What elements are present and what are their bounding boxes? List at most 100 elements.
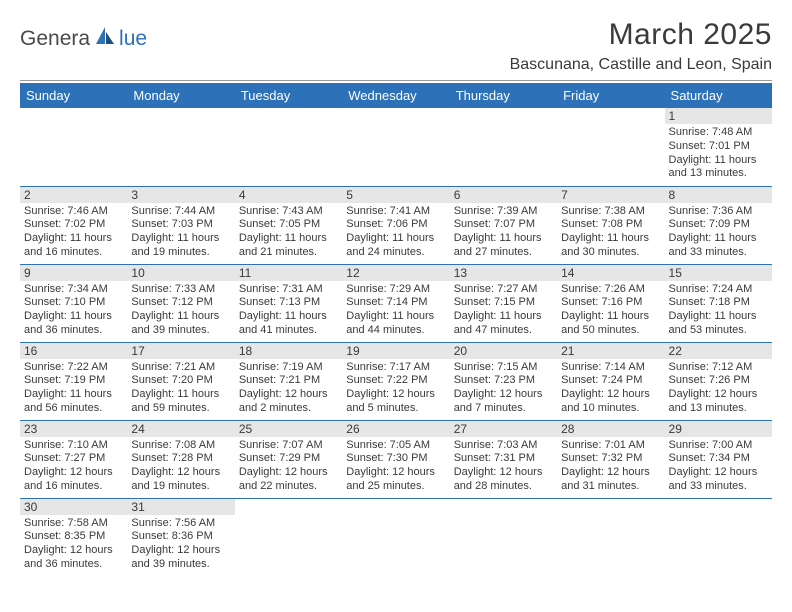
day-info: Sunrise: 7:29 AMSunset: 7:14 PMDaylight:… [342, 281, 449, 338]
calendar-cell: 6Sunrise: 7:39 AMSunset: 7:07 PMDaylight… [450, 186, 557, 264]
day-info: Sunrise: 7:00 AMSunset: 7:34 PMDaylight:… [665, 437, 772, 494]
day-number: 21 [557, 343, 664, 359]
calendar-cell: 22Sunrise: 7:12 AMSunset: 7:26 PMDayligh… [665, 342, 772, 420]
calendar-cell [450, 498, 557, 576]
calendar-row: 30Sunrise: 7:58 AMSunset: 8:35 PMDayligh… [20, 498, 772, 576]
day-info: Sunrise: 7:48 AMSunset: 7:01 PMDaylight:… [665, 124, 772, 181]
weekday-header-row: SundayMondayTuesdayWednesdayThursdayFrid… [20, 83, 772, 108]
day-number: 18 [235, 343, 342, 359]
day-info: Sunrise: 7:33 AMSunset: 7:12 PMDaylight:… [127, 281, 234, 338]
calendar-row: 2Sunrise: 7:46 AMSunset: 7:02 PMDaylight… [20, 186, 772, 264]
calendar-cell [450, 108, 557, 186]
day-info: Sunrise: 7:27 AMSunset: 7:15 PMDaylight:… [450, 281, 557, 338]
day-info: Sunrise: 7:21 AMSunset: 7:20 PMDaylight:… [127, 359, 234, 416]
day-number: 6 [450, 187, 557, 203]
logo-text-blue: lue [119, 27, 147, 51]
calendar-cell [235, 108, 342, 186]
day-number: 8 [665, 187, 772, 203]
logo-sail-icon [94, 26, 116, 51]
calendar-cell: 27Sunrise: 7:03 AMSunset: 7:31 PMDayligh… [450, 420, 557, 498]
calendar-cell: 8Sunrise: 7:36 AMSunset: 7:09 PMDaylight… [665, 186, 772, 264]
weekday-header: Saturday [665, 83, 772, 108]
calendar-cell [557, 108, 664, 186]
day-number: 30 [20, 499, 127, 515]
day-number: 22 [665, 343, 772, 359]
calendar-cell: 16Sunrise: 7:22 AMSunset: 7:19 PMDayligh… [20, 342, 127, 420]
calendar-row: 16Sunrise: 7:22 AMSunset: 7:19 PMDayligh… [20, 342, 772, 420]
day-info: Sunrise: 7:05 AMSunset: 7:30 PMDaylight:… [342, 437, 449, 494]
calendar-cell: 2Sunrise: 7:46 AMSunset: 7:02 PMDaylight… [20, 186, 127, 264]
calendar-cell: 26Sunrise: 7:05 AMSunset: 7:30 PMDayligh… [342, 420, 449, 498]
day-number: 1 [665, 108, 772, 124]
day-info: Sunrise: 7:56 AMSunset: 8:36 PMDaylight:… [127, 515, 234, 572]
day-number: 17 [127, 343, 234, 359]
calendar-cell [665, 498, 772, 576]
weekday-header: Thursday [450, 83, 557, 108]
calendar-cell: 18Sunrise: 7:19 AMSunset: 7:21 PMDayligh… [235, 342, 342, 420]
day-number: 5 [342, 187, 449, 203]
calendar-cell: 4Sunrise: 7:43 AMSunset: 7:05 PMDaylight… [235, 186, 342, 264]
day-info: Sunrise: 7:46 AMSunset: 7:02 PMDaylight:… [20, 203, 127, 260]
calendar-cell [127, 108, 234, 186]
calendar-cell: 28Sunrise: 7:01 AMSunset: 7:32 PMDayligh… [557, 420, 664, 498]
day-info: Sunrise: 7:07 AMSunset: 7:29 PMDaylight:… [235, 437, 342, 494]
calendar-cell: 24Sunrise: 7:08 AMSunset: 7:28 PMDayligh… [127, 420, 234, 498]
calendar-cell: 14Sunrise: 7:26 AMSunset: 7:16 PMDayligh… [557, 264, 664, 342]
weekday-header: Tuesday [235, 83, 342, 108]
title-block: March 2025 Bascunana, Castille and Leon,… [510, 18, 772, 74]
day-number: 15 [665, 265, 772, 281]
calendar-cell: 23Sunrise: 7:10 AMSunset: 7:27 PMDayligh… [20, 420, 127, 498]
calendar-cell: 1Sunrise: 7:48 AMSunset: 7:01 PMDaylight… [665, 108, 772, 186]
calendar-row: 1Sunrise: 7:48 AMSunset: 7:01 PMDaylight… [20, 108, 772, 186]
day-info: Sunrise: 7:38 AMSunset: 7:08 PMDaylight:… [557, 203, 664, 260]
day-number: 23 [20, 421, 127, 437]
day-info: Sunrise: 7:43 AMSunset: 7:05 PMDaylight:… [235, 203, 342, 260]
day-number: 28 [557, 421, 664, 437]
weekday-header: Wednesday [342, 83, 449, 108]
calendar-cell: 5Sunrise: 7:41 AMSunset: 7:06 PMDaylight… [342, 186, 449, 264]
day-info: Sunrise: 7:01 AMSunset: 7:32 PMDaylight:… [557, 437, 664, 494]
calendar-cell [235, 498, 342, 576]
calendar-cell: 7Sunrise: 7:38 AMSunset: 7:08 PMDaylight… [557, 186, 664, 264]
calendar-cell: 21Sunrise: 7:14 AMSunset: 7:24 PMDayligh… [557, 342, 664, 420]
calendar-cell: 30Sunrise: 7:58 AMSunset: 8:35 PMDayligh… [20, 498, 127, 576]
day-number: 27 [450, 421, 557, 437]
day-info: Sunrise: 7:15 AMSunset: 7:23 PMDaylight:… [450, 359, 557, 416]
weekday-header: Monday [127, 83, 234, 108]
calendar-cell: 10Sunrise: 7:33 AMSunset: 7:12 PMDayligh… [127, 264, 234, 342]
day-number: 3 [127, 187, 234, 203]
day-info: Sunrise: 7:41 AMSunset: 7:06 PMDaylight:… [342, 203, 449, 260]
day-number: 9 [20, 265, 127, 281]
day-info: Sunrise: 7:34 AMSunset: 7:10 PMDaylight:… [20, 281, 127, 338]
divider [20, 80, 772, 81]
calendar-cell: 13Sunrise: 7:27 AMSunset: 7:15 PMDayligh… [450, 264, 557, 342]
day-number: 25 [235, 421, 342, 437]
day-info: Sunrise: 7:36 AMSunset: 7:09 PMDaylight:… [665, 203, 772, 260]
page: Genera lue March 2025 Bascunana, Castill… [0, 0, 792, 576]
day-number: 7 [557, 187, 664, 203]
calendar-cell: 19Sunrise: 7:17 AMSunset: 7:22 PMDayligh… [342, 342, 449, 420]
day-info: Sunrise: 7:14 AMSunset: 7:24 PMDaylight:… [557, 359, 664, 416]
calendar-cell: 12Sunrise: 7:29 AMSunset: 7:14 PMDayligh… [342, 264, 449, 342]
calendar-cell: 11Sunrise: 7:31 AMSunset: 7:13 PMDayligh… [235, 264, 342, 342]
day-number: 12 [342, 265, 449, 281]
day-number: 10 [127, 265, 234, 281]
logo: Genera lue [20, 18, 147, 51]
day-number: 14 [557, 265, 664, 281]
day-number: 19 [342, 343, 449, 359]
calendar-row: 9Sunrise: 7:34 AMSunset: 7:10 PMDaylight… [20, 264, 772, 342]
calendar-cell [342, 108, 449, 186]
day-number: 31 [127, 499, 234, 515]
calendar-cell: 17Sunrise: 7:21 AMSunset: 7:20 PMDayligh… [127, 342, 234, 420]
day-info: Sunrise: 7:26 AMSunset: 7:16 PMDaylight:… [557, 281, 664, 338]
day-info: Sunrise: 7:44 AMSunset: 7:03 PMDaylight:… [127, 203, 234, 260]
day-info: Sunrise: 7:08 AMSunset: 7:28 PMDaylight:… [127, 437, 234, 494]
day-info: Sunrise: 7:19 AMSunset: 7:21 PMDaylight:… [235, 359, 342, 416]
header: Genera lue March 2025 Bascunana, Castill… [20, 18, 772, 74]
calendar-cell: 15Sunrise: 7:24 AMSunset: 7:18 PMDayligh… [665, 264, 772, 342]
calendar-cell: 3Sunrise: 7:44 AMSunset: 7:03 PMDaylight… [127, 186, 234, 264]
day-info: Sunrise: 7:22 AMSunset: 7:19 PMDaylight:… [20, 359, 127, 416]
calendar-cell: 31Sunrise: 7:56 AMSunset: 8:36 PMDayligh… [127, 498, 234, 576]
day-info: Sunrise: 7:31 AMSunset: 7:13 PMDaylight:… [235, 281, 342, 338]
weekday-header: Sunday [20, 83, 127, 108]
